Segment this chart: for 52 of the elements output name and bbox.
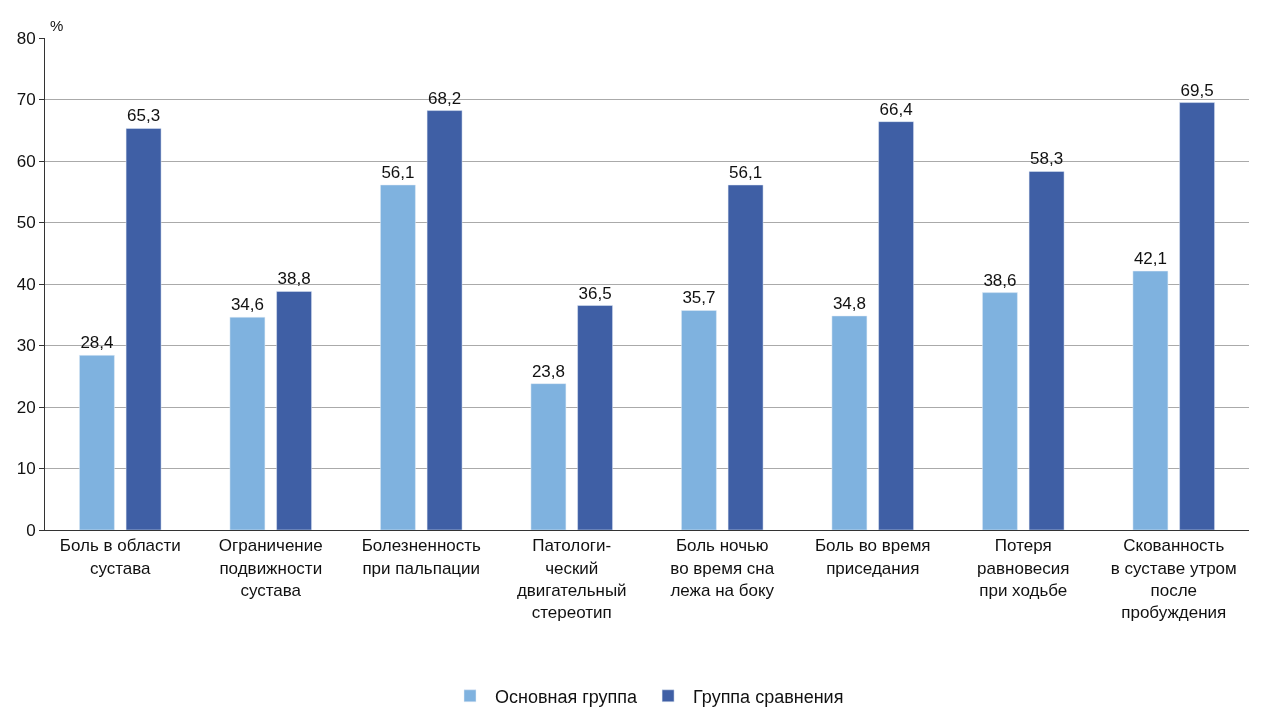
data-label: 58,3 xyxy=(1030,149,1064,169)
bar xyxy=(878,121,914,530)
data-label: 28,4 xyxy=(80,333,114,353)
y-tick-label: 20 xyxy=(16,397,36,417)
data-label: 66,4 xyxy=(879,99,913,119)
bar xyxy=(79,355,115,530)
bar xyxy=(727,184,764,530)
bar xyxy=(276,291,312,530)
data-label: 23,8 xyxy=(531,361,565,381)
x-tick-label: Ограничение подвижности сустава xyxy=(218,536,323,600)
bar xyxy=(229,316,266,530)
x-tick-label: Болезненность при пальпации xyxy=(361,536,482,578)
bar xyxy=(426,110,463,530)
legend-label: Основная группа xyxy=(495,686,639,707)
data-label: 34,8 xyxy=(832,293,866,313)
bar xyxy=(831,315,868,530)
bar xyxy=(577,305,613,530)
y-tick-label: 60 xyxy=(16,151,36,171)
bar xyxy=(982,292,1018,530)
x-tick-label: Потеря равновесия при ходьбе xyxy=(977,536,1070,600)
legend-label: Группа сравнения xyxy=(693,686,844,707)
y-axis-title: % xyxy=(50,17,64,34)
bar xyxy=(681,310,717,530)
x-tick-label: Боль в области сустава xyxy=(59,536,181,578)
bar xyxy=(530,383,567,530)
data-label: 42,1 xyxy=(1133,249,1167,269)
data-label: 38,6 xyxy=(983,270,1017,290)
bar xyxy=(1179,102,1215,530)
y-tick-label: 30 xyxy=(16,336,36,356)
data-label: 35,7 xyxy=(682,288,716,308)
data-label: 56,1 xyxy=(729,162,763,182)
x-tick-label: Боль во время приседания xyxy=(814,536,931,578)
bar xyxy=(1028,171,1065,530)
bar xyxy=(1132,270,1169,530)
bar xyxy=(125,128,162,530)
data-label: 68,2 xyxy=(428,88,462,108)
x-tick-label: Скованность в суставе утром после пробуждения xyxy=(1110,536,1237,622)
data-label: 56,1 xyxy=(381,162,415,182)
data-label: 38,8 xyxy=(277,269,311,289)
y-tick-label: 50 xyxy=(16,213,36,233)
y-tick-label: 0 xyxy=(26,520,36,540)
y-tick-label: 40 xyxy=(16,274,36,294)
data-label: 69,5 xyxy=(1180,80,1214,100)
data-label: 34,6 xyxy=(230,295,264,315)
data-label: 65,3 xyxy=(127,106,161,126)
data-label: 36,5 xyxy=(578,283,612,303)
x-tick-label: Патологи- ческий двигательный стереотип xyxy=(516,536,627,622)
x-tick-label: Боль ночью во время сна лежа на боку xyxy=(670,536,775,600)
bar xyxy=(380,184,416,530)
y-tick-label: 10 xyxy=(16,459,36,479)
y-tick-label: 70 xyxy=(16,90,36,110)
y-tick-label: 80 xyxy=(16,28,36,48)
